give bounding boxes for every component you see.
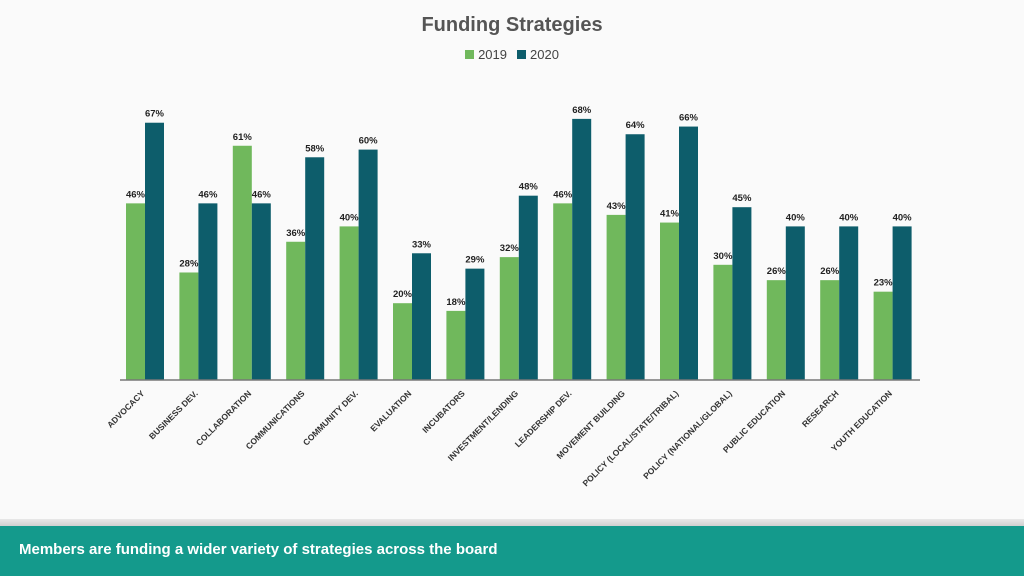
bar-2020	[679, 126, 698, 380]
data-label: 18%	[446, 297, 466, 308]
legend-item-2019: 2019	[465, 47, 507, 62]
bar-2019	[339, 226, 359, 380]
data-label: 64%	[626, 120, 646, 131]
bar-2019	[446, 310, 466, 380]
chart-title: Funding Strategies	[421, 14, 603, 36]
category-label: COMMUNICATIONS	[244, 388, 307, 451]
bar-chart: 46% 67% ADVOCACY 28% 46% BUSINESS DEV. 61% 46% C…	[105, 105, 920, 488]
category-label: POLICY (LOCAL/STATE/TRIBAL)	[581, 388, 681, 488]
data-label: 29%	[465, 255, 485, 266]
data-label: 40%	[839, 212, 859, 223]
data-label: 28%	[179, 258, 199, 269]
bar-2019	[660, 222, 679, 380]
data-label: 46%	[126, 189, 146, 200]
category-label: RESEARCH	[800, 388, 841, 429]
bar-2020	[518, 195, 538, 380]
bar-2020	[251, 203, 271, 380]
bar-2019	[499, 257, 519, 380]
category-label: COLLABORATION	[194, 388, 253, 447]
data-label: 46%	[198, 189, 218, 200]
data-label: 61%	[233, 132, 253, 143]
data-label: 20%	[393, 289, 413, 300]
data-label: 58%	[305, 143, 325, 154]
footer-banner: Members are funding a wider variety of s…	[0, 526, 1024, 576]
data-label: 67%	[145, 109, 165, 120]
category-label: POLICY (NATIONAL/GLOBAL)	[641, 388, 734, 481]
bar-2020	[625, 134, 645, 380]
bar-2019	[286, 241, 306, 380]
data-label: 46%	[252, 189, 272, 200]
bar-2020	[572, 118, 592, 380]
bar-2020	[305, 157, 325, 380]
bar-2019	[553, 203, 573, 380]
bar-2019	[713, 264, 733, 380]
data-label: 66%	[679, 113, 699, 124]
bar-2019	[126, 203, 145, 380]
data-label: 23%	[874, 278, 894, 289]
bar-2019	[606, 214, 626, 380]
bar-2019	[766, 280, 786, 380]
data-label: 46%	[553, 189, 573, 200]
data-label: 26%	[767, 266, 787, 277]
bar-2020	[465, 268, 485, 380]
category-label: COMMUNITY DEV.	[301, 388, 360, 447]
data-label: 68%	[572, 105, 592, 116]
bar-2020	[358, 149, 378, 380]
bar-2020	[892, 226, 912, 380]
bar-2020	[732, 207, 752, 380]
bar-2020	[145, 122, 164, 380]
data-label: 30%	[713, 251, 733, 262]
data-label: 43%	[607, 201, 627, 212]
category-label: LEADERSHIP DEV.	[513, 388, 574, 449]
data-label: 32%	[500, 243, 520, 254]
legend-label-2020: 2020	[530, 47, 559, 62]
bar-2019	[232, 145, 252, 380]
data-label: 26%	[820, 266, 840, 277]
bar-2019	[820, 280, 840, 380]
category-label: YOUTH EDUCATION	[829, 388, 894, 453]
legend-swatch-2019	[465, 50, 475, 59]
data-label: 40%	[340, 212, 360, 223]
bar-2020	[839, 226, 859, 380]
bar-2020	[198, 203, 218, 380]
bar-2019	[179, 272, 199, 380]
data-label: 33%	[412, 239, 432, 250]
category-label: BUSINESS DEV.	[147, 388, 200, 441]
legend-swatch-2020	[517, 50, 526, 59]
bar-2019	[873, 291, 893, 380]
legend-item-2020: 2020	[517, 47, 559, 62]
data-label: 41%	[660, 209, 680, 220]
bar-2020	[412, 253, 431, 380]
data-label: 40%	[893, 212, 913, 223]
data-label: 60%	[359, 136, 379, 147]
data-label: 48%	[519, 182, 539, 193]
chart-legend: 2019 2020	[0, 47, 1024, 62]
data-label: 36%	[286, 228, 306, 239]
footer-divider	[0, 519, 1024, 526]
legend-label-2019: 2019	[478, 47, 507, 62]
footer-text: Members are funding a wider variety of s…	[19, 541, 498, 558]
data-label: 40%	[786, 212, 806, 223]
category-label: INCUBATORS	[420, 388, 467, 435]
bar-2019	[393, 303, 412, 380]
category-label: EVALUATION	[368, 388, 413, 433]
data-label: 45%	[732, 193, 752, 204]
bar-2020	[785, 226, 805, 380]
category-label: ADVOCACY	[105, 388, 147, 430]
